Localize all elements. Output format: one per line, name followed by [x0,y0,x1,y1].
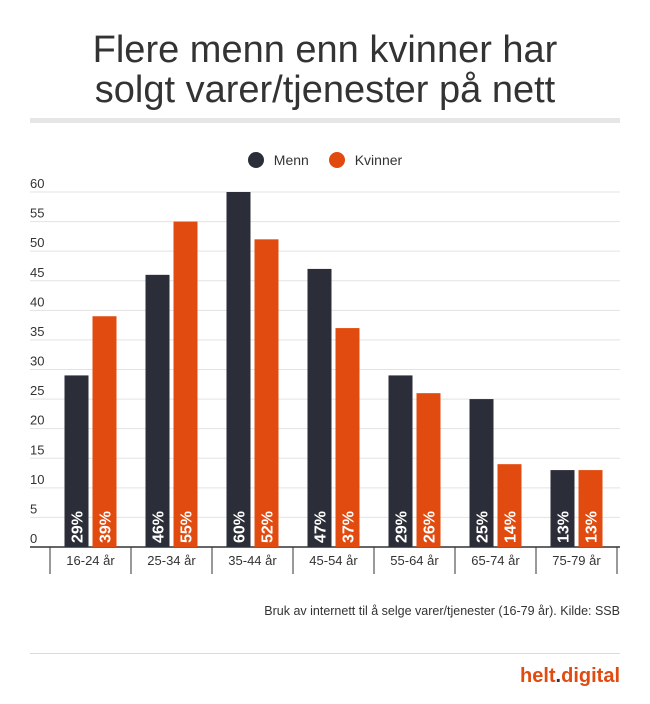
x-tick-label: 45-54 år [309,553,358,568]
bar-value-label: 60% [232,511,249,543]
bar-menn [226,192,251,547]
bar-kvinner [578,470,603,547]
legend-item-menn: Menn [247,152,309,168]
bar-menn [550,470,575,547]
x-tick-label: 35-44 år [228,553,277,568]
bar-value-label: 13% [584,511,601,543]
brand-dot: . [555,665,562,687]
bar-menn [388,375,413,547]
bar-kvinner [416,393,441,547]
y-tick-label: 15 [30,442,44,457]
brand-name: helt [519,665,556,687]
bar-kvinner [92,316,117,547]
legend-item-kvinner: Kvinner [328,152,403,168]
bar-kvinner [497,464,522,547]
source-footnote: Bruk av internett til å selge varer/tjen… [264,604,620,618]
bar-value-label: 26% [422,511,439,543]
y-tick-label: 5 [30,501,37,516]
bar-value-label: 13% [556,511,573,543]
chart-title: Flere menn enn kvinner har solgt varer/t… [0,30,650,110]
bar-menn [469,399,494,547]
y-tick-label: 0 [30,531,37,546]
y-tick-label: 40 [30,294,44,309]
legend-swatch-kvinner [328,152,345,168]
y-tick-label: 45 [30,265,44,280]
x-tick-label: 55-64 år [390,553,439,568]
bar-menn [145,274,170,547]
bar-kvinner [335,328,360,547]
y-tick-label: 35 [30,324,44,339]
y-tick-label: 50 [30,235,44,250]
bar-value-label: 29% [70,511,87,543]
footer-divider [30,653,620,654]
bar-value-label: 37% [341,511,358,543]
bar-value-label: 25% [475,511,492,543]
brand-logo: helt.digital [520,665,620,688]
chart-legend: Menn Kvinner [0,152,650,171]
bar-value-label: 55% [179,511,196,543]
bar-value-label: 46% [151,511,168,543]
bar-value-label: 47% [313,511,330,543]
y-tick-label: 10 [30,472,44,487]
bar-value-label: 39% [98,511,115,543]
x-tick-label: 75-79 år [552,553,601,568]
x-tick-label: 25-34 år [147,553,196,568]
x-tick-label: 65-74 år [471,553,520,568]
legend-swatch-menn [247,152,264,168]
chart-title-line-1: Flere menn enn kvinner har [92,29,558,71]
legend-label-kvinner: Kvinner [354,152,403,168]
brand-suffix: digital [561,665,620,687]
bar-kvinner [173,221,198,548]
bar-value-label: 52% [260,511,277,543]
y-tick-label: 20 [30,413,44,428]
bar-menn [64,375,89,547]
y-tick-label: 25 [30,383,44,398]
chart-title-line-2: solgt varer/tjenester på nett [94,69,556,111]
bar-value-label: 29% [394,511,411,543]
legend-label-menn: Menn [273,152,309,168]
x-tick-label: 16-24 år [66,553,115,568]
bar-menn [307,268,332,547]
y-tick-label: 30 [30,354,44,369]
y-tick-label: 60 [30,176,44,191]
y-tick-label: 55 [30,206,44,221]
bar-value-label: 14% [503,511,520,543]
title-divider [30,118,620,123]
bar-kvinner [254,239,279,548]
